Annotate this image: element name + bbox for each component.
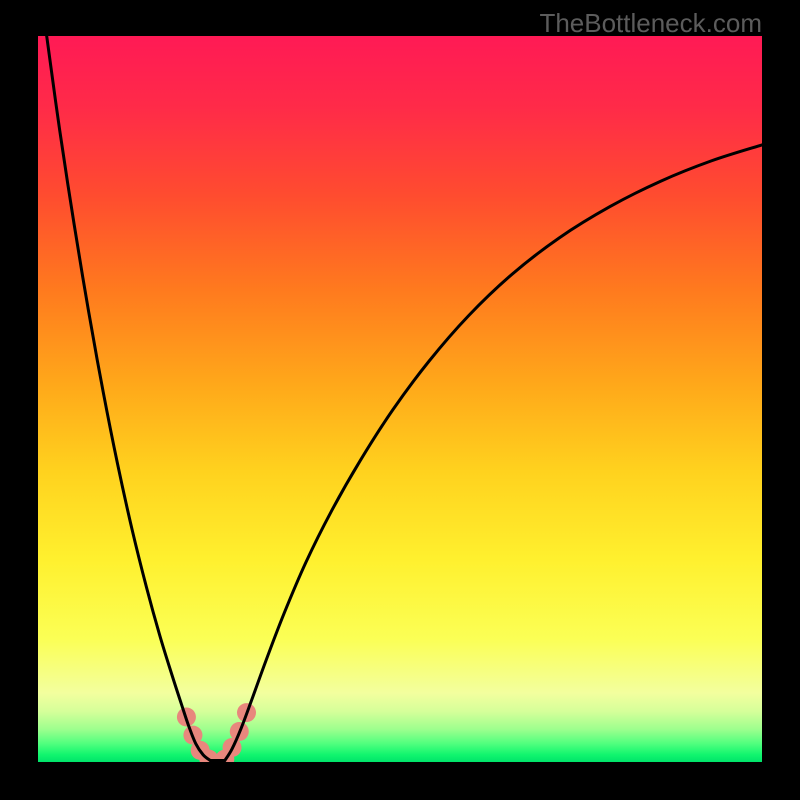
marker-group <box>177 703 256 762</box>
plot-area <box>38 36 762 762</box>
chart-svg <box>38 36 762 762</box>
left-curve <box>47 36 211 761</box>
watermark-text: TheBottleneck.com <box>539 8 762 39</box>
stage: TheBottleneck.com <box>0 0 800 800</box>
right-curve <box>225 145 762 761</box>
